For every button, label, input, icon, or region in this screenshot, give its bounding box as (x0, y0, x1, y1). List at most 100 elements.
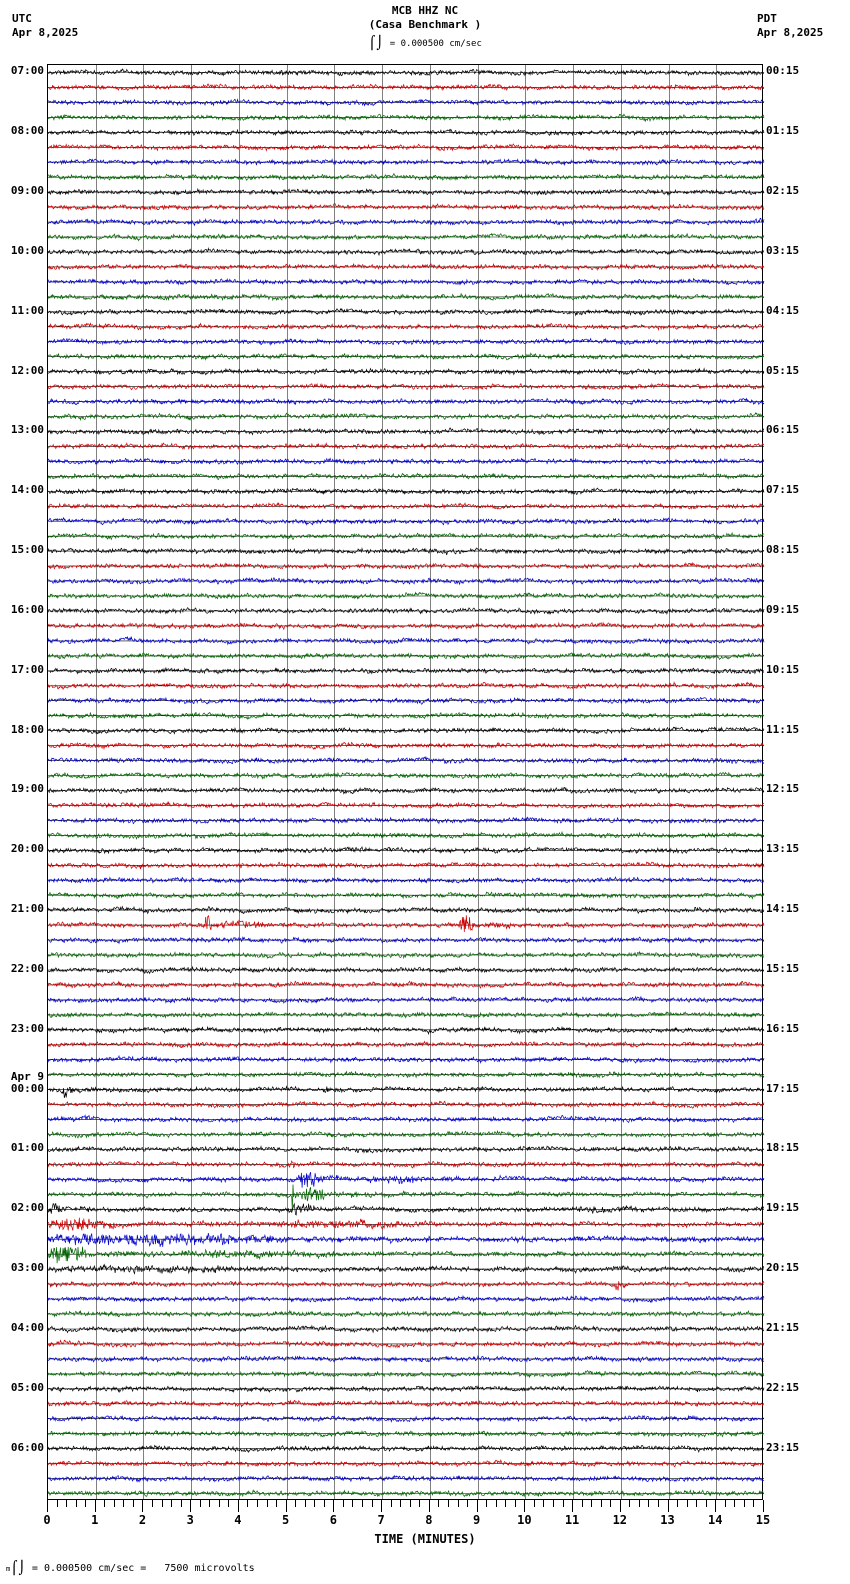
x-tick-12.6 (648, 1500, 650, 1507)
time-label-pdt-00-15: 00:15 (766, 65, 799, 77)
x-tick-1.2 (104, 1500, 106, 1507)
x-tick-10.8 (562, 1500, 564, 1507)
x-tick-4.0 (237, 1500, 239, 1512)
time-label-pdt-line: 02:15 (766, 184, 800, 198)
time-label-pdt-line: 23:15 (766, 1440, 800, 1454)
time-label-utc-apr-9-00-00: Apr 9 00:00 (0, 1070, 44, 1095)
x-tick-11.4 (591, 1500, 593, 1507)
time-label-utc-line: 12:00 (10, 363, 44, 377)
x-tick-9.6 (505, 1500, 507, 1507)
x-tick-8.6 (457, 1500, 459, 1507)
time-label-pdt-08-15: 08:15 (766, 544, 799, 556)
x-tick-6.2 (342, 1500, 344, 1507)
x-tick-label-0: 0 (43, 1513, 51, 1527)
x-tick-9.8 (514, 1500, 516, 1507)
time-label-pdt-line: 17:15 (766, 1081, 800, 1095)
x-tick-14.8 (753, 1500, 755, 1507)
time-label-pdt-03-15: 03:15 (766, 243, 800, 257)
time-label-utc-18-00: 18:00 (0, 723, 44, 736)
x-tick-3.0 (190, 1500, 192, 1512)
x-tick-label-8: 8 (425, 1513, 433, 1527)
x-tick-10.6 (552, 1500, 554, 1507)
x-tick-3.4 (209, 1500, 211, 1507)
gridline-minute-3 (191, 65, 193, 1499)
time-label-utc-10-00: 10:00 (0, 243, 44, 257)
time-label-pdt-14-15: 14:15 (766, 903, 799, 915)
time-label-pdt-line: 03:15 (766, 243, 800, 257)
x-tick-13.2 (677, 1500, 679, 1507)
time-label-pdt-17-15: 17:15 (766, 1081, 800, 1095)
time-label-pdt-line: 20:15 (766, 1261, 800, 1275)
time-label-utc-line: 04:00 (10, 1320, 44, 1334)
scale-legend-text: = 0.000500 cm/sec (389, 39, 482, 49)
gridline-minute-12 (620, 65, 622, 1499)
time-label-utc-20-00: 20:00 (0, 843, 44, 855)
time-label-utc-16-00: 16:00 (0, 602, 44, 616)
x-tick-label-15: 15 (755, 1513, 771, 1527)
x-tick-12.2 (629, 1500, 631, 1507)
time-label-pdt-13-15: 13:15 (766, 843, 799, 855)
x-tick-2.6 (171, 1500, 173, 1507)
seismogram-plot (47, 64, 765, 1500)
x-tick-7.6 (409, 1500, 411, 1507)
time-label-utc-03-00: 03:00 (0, 1262, 44, 1274)
time-label-utc-line: 19:00 (10, 782, 44, 796)
time-label-utc-line: 16:00 (10, 602, 44, 616)
time-label-pdt-22-15: 22:15 (766, 1381, 799, 1394)
time-label-utc-line: 08:00 (10, 124, 44, 138)
time-label-pdt-18-15: 18:15 (766, 1142, 799, 1154)
x-tick-label-6: 6 (329, 1513, 338, 1527)
x-tick-label-10: 10 (517, 1513, 532, 1527)
time-label-utc-line: 10:00 (10, 243, 44, 257)
x-tick-5.0 (285, 1500, 287, 1512)
x-tick-2.0 (142, 1500, 144, 1512)
pdt-zone-label: PDT (757, 12, 777, 25)
x-tick-4.6 (266, 1500, 268, 1507)
time-label-utc-line: 15:00 (10, 543, 44, 557)
time-label-utc-06-00: 06:00 (0, 1441, 44, 1454)
time-label-utc-14-00: 14:00 (0, 484, 44, 496)
time-label-utc-line: 13:00 (10, 423, 44, 437)
time-label-utc-line: 21:00 (10, 902, 44, 916)
time-label-utc-line: 03:00 (10, 1261, 44, 1275)
x-tick-label-7: 7 (377, 1513, 385, 1527)
time-label-pdt-line: 04:15 (766, 303, 800, 317)
x-tick-0.0 (47, 1500, 48, 1512)
x-tick-3.8 (228, 1500, 230, 1507)
gridline-minute-5 (286, 65, 288, 1499)
x-tick-10.0 (524, 1500, 526, 1512)
x-tick-11.0 (572, 1500, 574, 1512)
time-label-pdt-line: 13:15 (766, 842, 800, 856)
plot-gridlines (48, 65, 762, 1499)
time-label-pdt-15-15: 15:15 (766, 962, 799, 975)
x-tick-13.4 (686, 1500, 688, 1507)
x-tick-11.6 (600, 1500, 602, 1507)
x-tick-2.2 (152, 1500, 153, 1507)
x-tick-7.8 (419, 1500, 421, 1507)
footer-scale-text: = 0.000500 cm/sec = 7500 microvolts (31, 1563, 255, 1574)
footer-prefix-glyph: m (6, 1565, 11, 1573)
gridline-minute-10 (525, 65, 527, 1499)
time-label-pdt-06-15: 06:15 (766, 424, 799, 436)
gridline-minute-13 (668, 65, 670, 1499)
time-label-utc-08-00: 08:00 (0, 125, 44, 137)
x-tick-label-11: 11 (564, 1513, 580, 1527)
x-tick-12.8 (657, 1500, 659, 1507)
time-label-utc-09-00: 09:00 (0, 185, 44, 197)
x-tick-13.0 (667, 1500, 669, 1512)
time-label-pdt-line: 05:15 (766, 363, 800, 377)
x-tick-6.8 (371, 1500, 373, 1507)
time-label-utc-line: 02:00 (10, 1201, 44, 1215)
time-label-pdt-line: 07:15 (766, 483, 800, 497)
time-label-pdt-10-15: 10:15 (766, 663, 799, 676)
x-tick-1.4 (113, 1500, 115, 1507)
x-tick-label-9: 9 (472, 1513, 481, 1527)
x-tick-12.0 (619, 1500, 621, 1512)
gridline-minute-4 (238, 65, 240, 1499)
time-label-pdt-23-15: 23:15 (766, 1440, 800, 1454)
time-label-utc-04-00: 04:00 (0, 1320, 44, 1334)
x-tick-6.0 (333, 1500, 335, 1512)
time-label-utc-11-00: 11:00 (0, 304, 44, 317)
x-tick-0.8 (85, 1500, 87, 1507)
x-tick-8.4 (447, 1500, 449, 1507)
